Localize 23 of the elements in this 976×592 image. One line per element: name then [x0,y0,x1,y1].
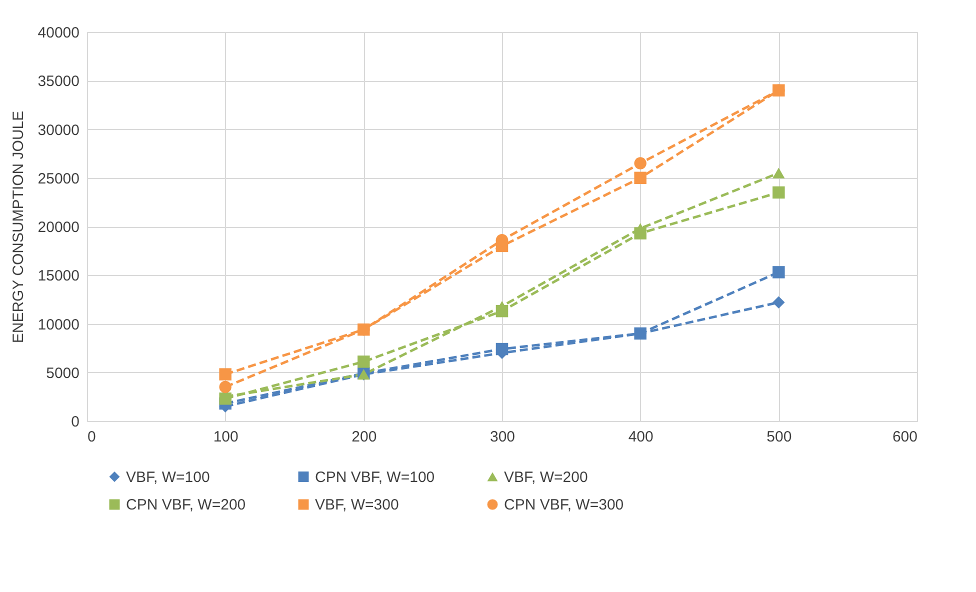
x-tick-label: 300 [490,428,516,446]
y-tick-label: 10000 [38,316,80,334]
y-tick-label: 5000 [46,364,80,382]
y-tick-label: 40000 [38,24,80,42]
x-tick-label: 600 [892,428,918,446]
y-tick-label: 20000 [38,219,80,236]
y-tick-label: 0 [71,414,80,430]
y-tick-label: 30000 [38,122,80,139]
x-tick-label: 200 [352,428,377,446]
x-tick-label: 500 [766,428,792,446]
y-axis-title: ENERGY CONSUMPTION JOULE [10,110,27,344]
legend-label: VBF, W=100 [126,468,210,486]
legend-label: VBF, W=200 [504,468,588,486]
x-tick-label: 0 [88,428,96,446]
legend-label: CPN VBF, W=100 [315,468,435,486]
legend-label: CPN VBF, W=200 [126,496,246,514]
x-tick-label: 400 [628,428,654,446]
y-tick-label: 35000 [38,73,80,90]
legend-label: CPN VBF, W=300 [504,496,624,514]
x-tick-label: 100 [213,428,238,446]
legend-label: VBF, W=300 [315,496,399,514]
y-tick-label: 15000 [38,268,80,285]
y-tick-label: 25000 [38,170,80,188]
